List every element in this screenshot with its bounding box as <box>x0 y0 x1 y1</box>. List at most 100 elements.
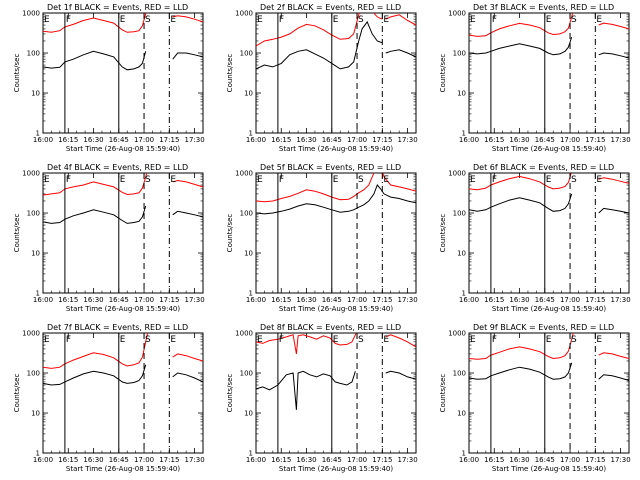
series-line-events <box>43 50 147 71</box>
x-axis-label: Start Time (26-Aug-08 15:59:40) <box>66 465 180 473</box>
attenuator-marker-label: E <box>470 175 476 185</box>
panel-1: Det 1f BLACK = Events, RED = LLD 1 10 100 10… <box>13 3 205 153</box>
plot-frame <box>255 332 417 454</box>
y-tick-label: 10 <box>244 410 253 418</box>
series-line-events <box>172 372 203 383</box>
panel-title: Det 7f BLACK = Events, RED = LLD <box>47 323 188 332</box>
series-line-lld <box>172 179 203 188</box>
series-line-events <box>598 52 629 59</box>
plot-frame <box>468 12 630 134</box>
x-tick-label: 16:30 <box>83 456 103 464</box>
y-tick-label: 1000 <box>22 10 40 18</box>
y-tick-label: 1000 <box>448 170 466 178</box>
x-tick-label: 16:45 <box>535 136 555 144</box>
attenuator-marker-label: S <box>145 335 151 345</box>
attenuator-marker-label: E <box>170 175 176 185</box>
y-tick-label: 1 <box>249 450 253 458</box>
series-line-lld <box>598 177 629 184</box>
series-line-events <box>256 370 356 410</box>
attenuator-marker-label: E <box>257 175 263 185</box>
series-line-lld <box>385 14 416 26</box>
x-tick-label: 17:15 <box>159 136 179 144</box>
y-tick-label: 100 <box>240 50 253 58</box>
x-tick-label: 17:30 <box>184 456 204 464</box>
y-tick-label: 1000 <box>235 10 253 18</box>
y-axis-label: Counts/sec <box>226 374 234 413</box>
attenuator-marker-label: E <box>596 15 602 25</box>
attenuator-marker-label: E <box>44 175 50 185</box>
x-tick-label: 17:15 <box>372 296 392 304</box>
series-group <box>469 13 629 59</box>
y-tick-label: 100 <box>27 50 40 58</box>
series-line-lld <box>469 13 574 37</box>
plot-frame <box>42 332 204 454</box>
x-tick-label: 16:15 <box>484 136 504 144</box>
x-tick-label: 16:45 <box>109 296 129 304</box>
series-line-events <box>598 374 629 381</box>
attenuator-marker-label: E <box>120 175 126 185</box>
x-tick-label: 17:00 <box>347 456 367 464</box>
x-tick-label: 16:00 <box>459 456 479 464</box>
x-tick-label: 16:15 <box>58 136 78 144</box>
attenuator-marker-label: E <box>170 15 176 25</box>
x-tick-label: 17:15 <box>585 136 605 144</box>
y-tick-label: 1 <box>462 450 466 458</box>
x-tick-label: 16:00 <box>246 456 266 464</box>
series-group <box>256 333 416 410</box>
x-tick-label: 17:00 <box>347 296 367 304</box>
y-tick-label: 1 <box>462 130 466 138</box>
x-tick-label: 16:45 <box>322 456 342 464</box>
x-tick-label: 16:15 <box>271 136 291 144</box>
x-axis-label: Start Time (26-Aug-08 15:59:40) <box>66 305 180 313</box>
attenuator-marker-label: E <box>383 175 389 185</box>
x-axis-label: Start Time (26-Aug-08 15:59:40) <box>492 465 606 473</box>
series-line-lld <box>469 333 574 360</box>
series-group <box>43 13 203 71</box>
x-tick-label: 17:15 <box>585 296 605 304</box>
y-axis-label: Counts/sec <box>13 374 21 413</box>
x-tick-label: 16:45 <box>109 136 129 144</box>
attenuator-marker-label: E <box>333 335 339 345</box>
attenuator-marker-label: F <box>279 15 284 25</box>
x-tick-label: 16:15 <box>484 296 504 304</box>
series-line-events <box>469 193 573 212</box>
panel-9: Det 9f BLACK = Events, RED = LLD 1 10 100 10… <box>439 323 631 473</box>
series-line-events <box>469 36 573 56</box>
panel-title: Det 1f BLACK = Events, RED = LLD <box>47 3 188 12</box>
panel-title: Det 8f BLACK = Events, RED = LLD <box>260 323 401 332</box>
x-tick-label: 16:30 <box>83 296 103 304</box>
attenuator-marker-label: S <box>358 15 364 25</box>
y-tick-label: 1 <box>36 290 40 298</box>
x-axis-label: Start Time (26-Aug-08 15:59:40) <box>279 305 393 313</box>
x-tick-label: 16:00 <box>33 296 53 304</box>
y-tick-label: 10 <box>31 250 40 258</box>
series-line-lld <box>598 22 629 30</box>
panel-3: Det 3f BLACK = Events, RED = LLD 1 10 100 10… <box>439 3 631 153</box>
x-tick-label: 17:00 <box>134 456 154 464</box>
series-line-lld <box>43 173 170 196</box>
x-tick-label: 16:15 <box>271 296 291 304</box>
attenuator-marker-label: F <box>279 335 284 345</box>
x-tick-label: 16:00 <box>459 296 479 304</box>
attenuator-marker-label: E <box>546 15 552 25</box>
y-axis-label: Counts/sec <box>439 374 447 413</box>
attenuator-marker-label: F <box>492 15 497 25</box>
series-line-lld <box>385 334 416 348</box>
attenuator-marker-label: E <box>596 335 602 345</box>
series-line-lld <box>598 352 629 359</box>
x-tick-label: 16:30 <box>509 296 529 304</box>
series-line-events <box>385 370 416 380</box>
x-tick-label: 16:45 <box>322 296 342 304</box>
y-tick-label: 100 <box>27 210 40 218</box>
y-tick-label: 1000 <box>22 330 40 338</box>
y-tick-label: 1 <box>36 130 40 138</box>
x-tick-label: 17:30 <box>397 456 417 464</box>
x-tick-label: 16:15 <box>58 296 78 304</box>
x-tick-label: 16:15 <box>58 456 78 464</box>
y-tick-label: 1 <box>249 290 253 298</box>
attenuator-marker-label: S <box>571 335 577 345</box>
x-axis-label: Start Time (26-Aug-08 15:59:40) <box>492 305 606 313</box>
x-axis-label: Start Time (26-Aug-08 15:59:40) <box>66 145 180 153</box>
x-tick-label: 16:45 <box>109 456 129 464</box>
